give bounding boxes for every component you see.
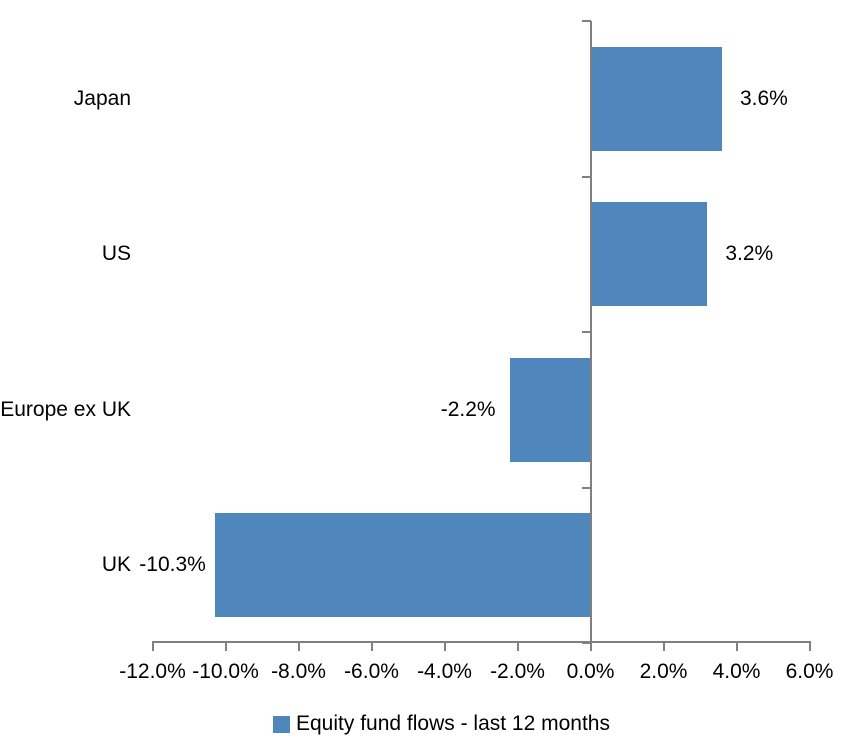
category-tick-mark (581, 175, 591, 178)
x-tick-mark (735, 641, 738, 651)
bar-uk (214, 513, 591, 618)
x-axis-line (152, 641, 810, 643)
x-tick-label: -6.0% (344, 660, 399, 683)
x-tick-label: 0.0% (566, 660, 615, 683)
legend-label: Equity fund flows - last 12 months (296, 712, 610, 735)
data-label: -2.2% (440, 397, 496, 421)
x-tick-label: -4.0% (417, 660, 472, 683)
category-tick-mark (581, 331, 591, 333)
legend: Equity fund flows - last 12 months (273, 712, 610, 736)
x-tick-mark (443, 641, 446, 651)
category-tick-mark (581, 486, 591, 489)
category-label: UK (101, 553, 131, 577)
x-tick-mark (224, 641, 227, 651)
legend-swatch-icon (273, 715, 290, 733)
x-tick-label: 4.0% (712, 660, 761, 683)
x-tick-mark (151, 641, 154, 651)
bar-japan (590, 46, 722, 151)
data-label: -10.3% (139, 553, 206, 577)
category-tick-mark (581, 642, 591, 644)
data-label: 3.6% (739, 86, 788, 110)
category-label: Europe ex UK (0, 397, 131, 421)
x-tick-label: -2.0% (490, 660, 545, 683)
x-tick-mark (370, 641, 373, 651)
x-tick-label: -12.0% (119, 660, 186, 683)
x-tick-mark (297, 641, 300, 651)
x-tick-mark (808, 641, 811, 651)
x-tick-label: -8.0% (271, 660, 326, 683)
x-tick-mark (589, 641, 592, 651)
category-label: Japan (73, 86, 131, 110)
bar-europe-ex-uk (510, 357, 591, 462)
bar-us (590, 202, 708, 307)
category-tick-mark (581, 20, 591, 22)
data-label: 3.2% (725, 242, 774, 266)
x-tick-label: -10.0% (192, 660, 259, 683)
category-label: US (101, 242, 131, 266)
x-tick-mark (516, 641, 519, 651)
x-tick-label: 6.0% (785, 660, 834, 683)
x-tick-label: 2.0% (639, 660, 688, 683)
x-tick-mark (662, 641, 665, 651)
y-axis-line (589, 21, 592, 643)
